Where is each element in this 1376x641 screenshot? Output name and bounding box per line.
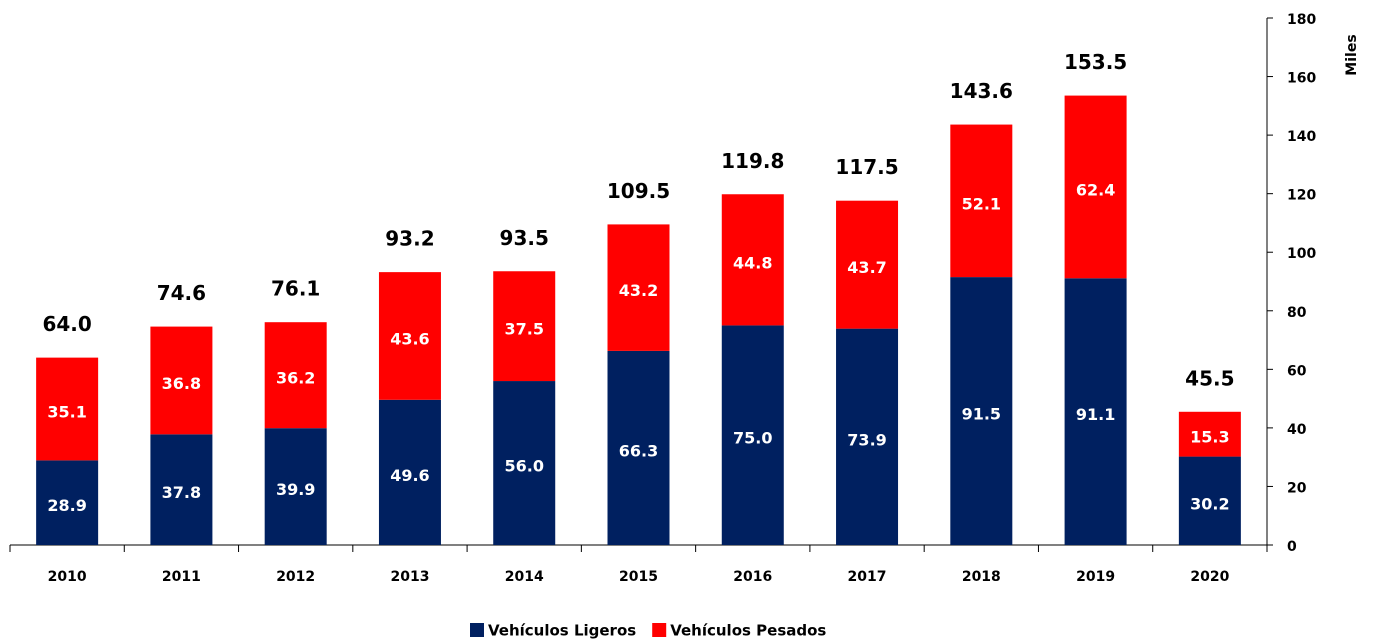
- value-label: 37.8: [162, 483, 201, 502]
- bar-segment: [607, 224, 670, 351]
- y-tick-label: 120: [1287, 188, 1316, 204]
- y-tick-label: 0: [1287, 539, 1297, 555]
- value-label: 73.9: [847, 430, 886, 449]
- total-label: 119.8: [721, 149, 784, 173]
- y-tick-label: 180: [1287, 12, 1316, 28]
- bar-segment: [36, 357, 99, 461]
- value-label: 43.7: [847, 258, 886, 277]
- y-tick-label: 140: [1287, 129, 1316, 145]
- x-tick-label: 2016: [733, 569, 772, 585]
- value-label: 35.1: [47, 403, 86, 422]
- bar-segment: [378, 399, 441, 545]
- bar-segment: [493, 381, 556, 545]
- value-label: 36.2: [276, 369, 315, 388]
- value-label: 15.3: [1190, 428, 1229, 447]
- x-tick-label: 2018: [962, 569, 1001, 585]
- y-tick-label: 80: [1287, 305, 1307, 321]
- total-label: 45.5: [1185, 366, 1234, 390]
- y-axis-label: Miles: [1344, 34, 1360, 75]
- bar-segment: [721, 325, 784, 545]
- total-label: 74.6: [157, 281, 206, 305]
- value-label: 62.4: [1076, 180, 1115, 199]
- x-tick-label: 2014: [505, 569, 544, 585]
- total-label: 143.6: [950, 79, 1013, 103]
- bar-segment: [721, 194, 784, 326]
- bar-segment: [1178, 456, 1241, 545]
- value-label: 49.6: [390, 466, 429, 485]
- bar-segment: [836, 200, 899, 329]
- value-label: 37.5: [504, 320, 543, 339]
- bar-segment: [36, 460, 99, 545]
- legend-swatch: [470, 623, 484, 637]
- total-label: 117.5: [835, 155, 898, 179]
- x-tick-label: 2019: [1076, 569, 1115, 585]
- total-label: 64.0: [42, 312, 91, 336]
- x-tick-label: 2017: [848, 569, 887, 585]
- bar-segment: [264, 428, 327, 545]
- bar-segment: [150, 434, 213, 545]
- legend-label: Vehículos Ligeros: [488, 622, 636, 640]
- bar-segment: [150, 326, 213, 435]
- value-label: 44.8: [733, 253, 772, 272]
- value-label: 30.2: [1190, 494, 1229, 513]
- bar-segment: [1178, 411, 1241, 457]
- value-label: 39.9: [276, 480, 315, 499]
- y-tick-label: 100: [1287, 246, 1316, 262]
- value-label: 91.1: [1076, 405, 1115, 424]
- y-tick-label: 20: [1287, 480, 1307, 496]
- bar-segment: [1064, 278, 1127, 545]
- total-label: 93.2: [385, 227, 434, 251]
- value-label: 52.1: [962, 194, 1001, 213]
- value-label: 75.0: [733, 429, 772, 448]
- x-tick-label: 2013: [390, 569, 429, 585]
- bar-segment: [378, 272, 441, 400]
- value-label: 91.5: [962, 405, 1001, 424]
- legend-label: Vehículos Pesados: [670, 622, 826, 640]
- total-label: 153.5: [1064, 50, 1127, 74]
- bar-segment: [1064, 95, 1127, 279]
- value-label: 56.0: [504, 457, 543, 476]
- x-tick-label: 2012: [276, 569, 315, 585]
- x-tick-label: 2011: [162, 569, 201, 585]
- y-tick-label: 60: [1287, 363, 1307, 379]
- y-tick-label: 40: [1287, 422, 1307, 438]
- legend-swatch: [652, 623, 667, 637]
- value-label: 28.9: [47, 496, 86, 515]
- bar-segment: [836, 328, 899, 545]
- y-tick-label: 160: [1287, 71, 1316, 87]
- value-label: 66.3: [619, 441, 658, 460]
- total-label: 109.5: [607, 179, 670, 203]
- bar-segment: [950, 124, 1013, 278]
- x-tick-label: 2020: [1190, 569, 1229, 585]
- value-label: 43.6: [390, 329, 429, 348]
- total-label: 93.5: [500, 226, 549, 250]
- bar-segment: [950, 277, 1013, 545]
- value-label: 36.8: [162, 374, 201, 393]
- total-label: 76.1: [271, 277, 320, 301]
- value-label: 43.2: [619, 281, 658, 300]
- x-tick-label: 2010: [48, 569, 87, 585]
- bar-segment: [607, 350, 670, 545]
- bar-segment: [264, 322, 327, 429]
- x-tick-label: 2015: [619, 569, 658, 585]
- bar-segment: [493, 271, 556, 382]
